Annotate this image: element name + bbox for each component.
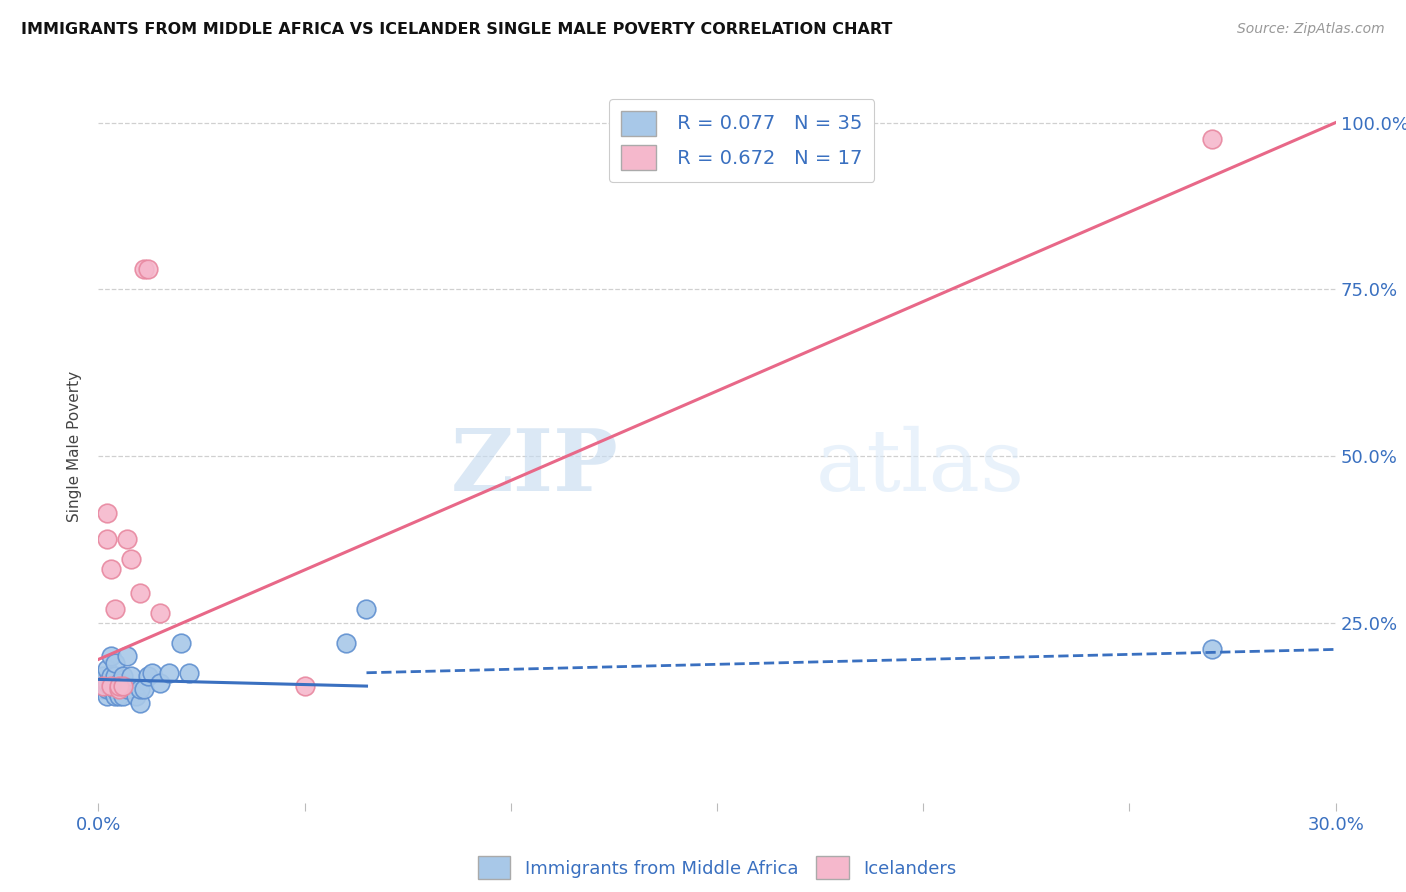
Text: IMMIGRANTS FROM MIDDLE AFRICA VS ICELANDER SINGLE MALE POVERTY CORRELATION CHART: IMMIGRANTS FROM MIDDLE AFRICA VS ICELAND… (21, 22, 893, 37)
Point (100, 675, 122, 690)
Point (117, 533, 139, 547)
Point (356, 602, 378, 616)
Point (120, 669, 142, 683)
Point (335, 636, 357, 650)
Point (112, 689, 135, 703)
Point (96, 682, 118, 697)
Point (149, 675, 172, 690)
Point (104, 669, 127, 683)
Point (128, 696, 150, 710)
Point (157, 665, 180, 680)
Point (128, 585, 150, 599)
Point (112, 669, 135, 683)
Point (100, 669, 122, 683)
Point (108, 682, 131, 697)
Point (104, 656, 127, 670)
Point (96, 689, 118, 703)
Point (108, 679, 131, 693)
Point (117, 649, 139, 664)
Point (91, 679, 114, 693)
Point (100, 679, 122, 693)
Point (128, 682, 150, 697)
Point (96, 662, 118, 676)
Point (96, 533, 118, 547)
Point (96, 506, 118, 520)
Point (117, 682, 139, 697)
Legend: Immigrants from Middle Africa, Icelanders: Immigrants from Middle Africa, Icelander… (471, 849, 963, 887)
Point (91, 669, 114, 683)
Point (91, 675, 114, 690)
Point (141, 665, 163, 680)
Point (132, 262, 155, 277)
Point (108, 675, 131, 690)
Point (136, 262, 159, 277)
Point (1201, 132, 1223, 146)
Point (96, 675, 118, 690)
Point (104, 682, 127, 697)
Point (100, 649, 122, 664)
Point (136, 669, 159, 683)
Point (149, 606, 172, 620)
Text: atlas: atlas (815, 425, 1025, 509)
Point (104, 602, 127, 616)
Y-axis label: Single Male Poverty: Single Male Poverty (67, 370, 83, 522)
Point (112, 679, 135, 693)
Point (120, 552, 142, 566)
Point (108, 689, 131, 703)
Point (104, 689, 127, 703)
Text: Source: ZipAtlas.com: Source: ZipAtlas.com (1237, 22, 1385, 37)
Point (132, 682, 155, 697)
Point (1201, 642, 1223, 657)
Point (91, 682, 114, 697)
Point (294, 679, 316, 693)
Point (170, 636, 193, 650)
Point (179, 665, 201, 680)
Text: ZIP: ZIP (450, 425, 619, 509)
Point (100, 562, 122, 576)
Point (124, 689, 146, 703)
Point (100, 682, 122, 697)
